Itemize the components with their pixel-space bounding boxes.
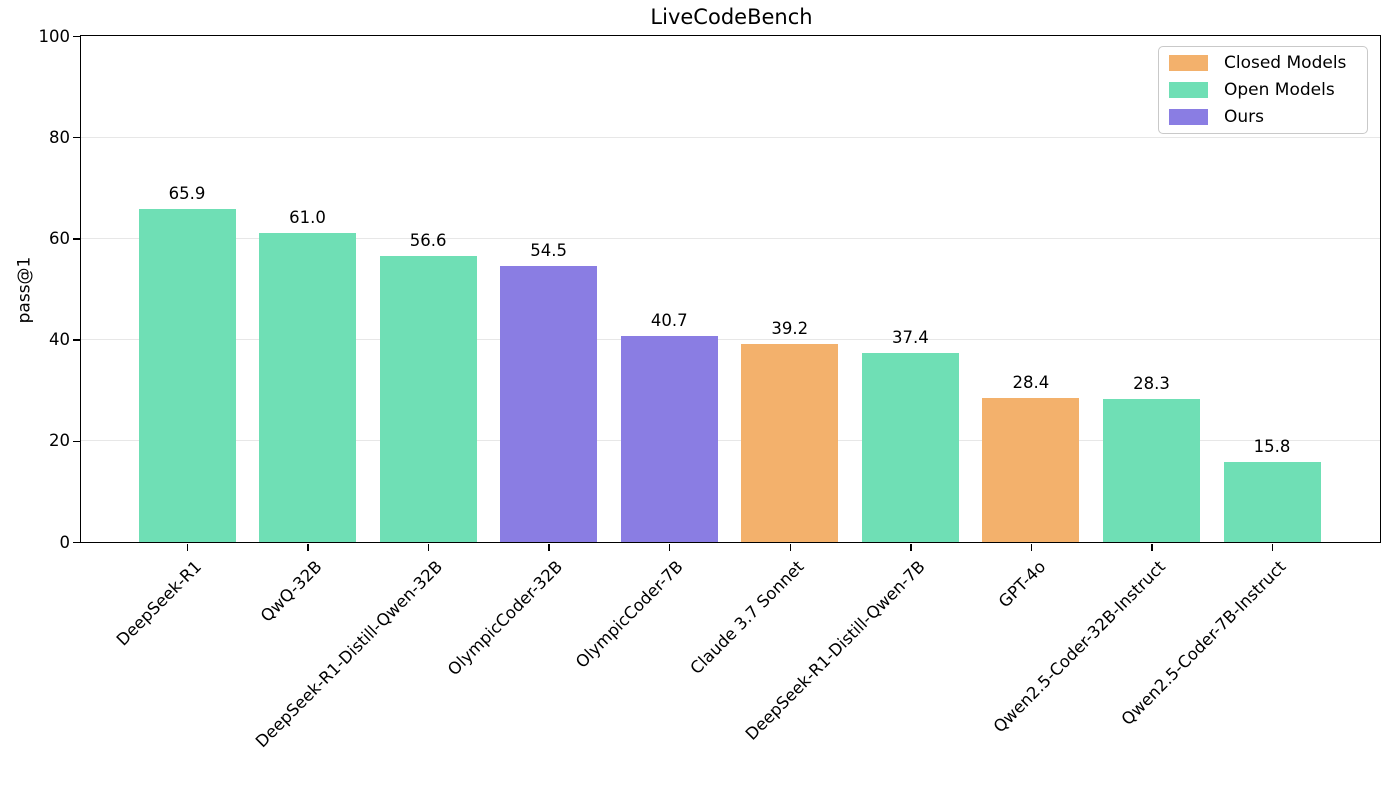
y-tick-mark-40: [73, 339, 80, 341]
x-tick-mark-deepseek-r1-distill-qwen-7b: [910, 543, 912, 551]
chart-title: LiveCodeBench: [650, 5, 813, 29]
gridline-20: [81, 440, 1380, 442]
gridline-80: [81, 136, 1380, 138]
gridline-60: [81, 237, 1380, 239]
legend-label-open: Open Models: [1224, 80, 1335, 100]
bar-value-label-olympiccoder-32b: 54.5: [530, 241, 568, 261]
bar-deepseek-r1: [138, 208, 236, 542]
legend-swatch-closed: [1169, 55, 1208, 71]
legend-label-ours: Ours: [1224, 107, 1265, 127]
x-tick-label-text: DeepSeek-R1: [112, 556, 205, 649]
y-tick-label-80: 80: [49, 127, 70, 147]
x-tick-mark-qwq-32b: [307, 543, 309, 551]
legend-swatch-open: [1169, 82, 1208, 98]
bar-value-label-qwen2-5-coder-32b-instruct: 28.3: [1133, 373, 1170, 393]
bar-value-label-olympiccoder-7b: 40.7: [650, 311, 688, 331]
bar-qwq-32b: [259, 233, 357, 542]
y-tick-mark-80: [73, 136, 80, 139]
y-tick-mark-60: [73, 238, 80, 240]
y-axis-label-text: pass@1: [14, 256, 34, 324]
x-tick-label-text: OlympicCoder-32B: [444, 556, 567, 679]
legend-swatch-ours: [1169, 109, 1208, 125]
x-tick-mark-deepseek-r1: [186, 543, 189, 551]
bar-olympiccoder-32b: [500, 266, 598, 542]
x-tick-mark-gpt-4o: [1030, 543, 1033, 551]
legend-label-closed: Closed Models: [1224, 53, 1347, 73]
y-tick-label-60: 60: [49, 228, 70, 248]
bar-value-label-deepseek-r1: 65.9: [168, 183, 206, 203]
bar-qwen2-5-coder-7b-instruct: [1223, 462, 1321, 542]
bar-gpt-4o: [982, 398, 1080, 542]
legend-item-open: Open Models: [1169, 80, 1357, 100]
y-tick-label-20: 20: [49, 431, 70, 451]
bar-qwen2-5-coder-32b-instruct: [1102, 398, 1200, 542]
x-tick-label-text: GPT-4o: [994, 556, 1049, 611]
bar-value-label-claude-3-7-sonnet: 39.2: [771, 318, 809, 338]
x-tick-mark-claude-3-7-sonnet: [789, 543, 792, 551]
bar-claude-3-7-sonnet: [741, 343, 839, 542]
y-tick-mark-20: [73, 440, 80, 443]
x-tick-label-text: QwQ-32B: [256, 556, 326, 626]
legend-item-ours: Ours: [1169, 107, 1357, 127]
x-tick-mark-olympiccoder-32b: [548, 543, 550, 551]
y-tick-mark-0: [73, 541, 80, 544]
x-tick-label-text: Claude 3.7 Sonnet: [686, 556, 808, 678]
y-tick-label-0: 0: [59, 532, 71, 552]
bar-value-label-deepseek-r1-distill-qwen-7b: 37.4: [891, 327, 929, 347]
bar-deepseek-r1-distill-qwen-32b: [379, 255, 477, 542]
bar-olympiccoder-7b: [620, 336, 718, 542]
legend: Closed Models Open Models Ours: [1158, 46, 1368, 134]
x-tick-label-text: OlympicCoder-7B: [572, 556, 688, 672]
x-tick-mark-qwen2-5-coder-7b-instruct: [1271, 543, 1274, 551]
gridline-40: [81, 339, 1380, 341]
x-tick-mark-qwen2-5-coder-32b-instruct: [1151, 543, 1153, 551]
legend-item-closed: Closed Models: [1169, 53, 1357, 73]
x-tick-mark-olympiccoder-7b: [668, 543, 671, 551]
bar-deepseek-r1-distill-qwen-7b: [861, 352, 959, 542]
bar-value-label-qwq-32b: 61.0: [289, 208, 326, 228]
bar-value-label-qwen2-5-coder-7b-instruct: 15.8: [1253, 437, 1291, 457]
y-tick-mark-100: [73, 35, 80, 38]
x-tick-mark-deepseek-r1-distill-qwen-32b: [427, 543, 430, 551]
y-tick-label-40: 40: [49, 330, 70, 350]
x-tick-label-text: DeepSeek-R1-Distill-Qwen-32B: [251, 556, 447, 751]
bar-value-label-gpt-4o: 28.4: [1012, 373, 1050, 393]
bar-value-label-deepseek-r1-distill-qwen-32b: 56.6: [409, 230, 447, 250]
y-tick-label-100: 100: [38, 26, 71, 46]
